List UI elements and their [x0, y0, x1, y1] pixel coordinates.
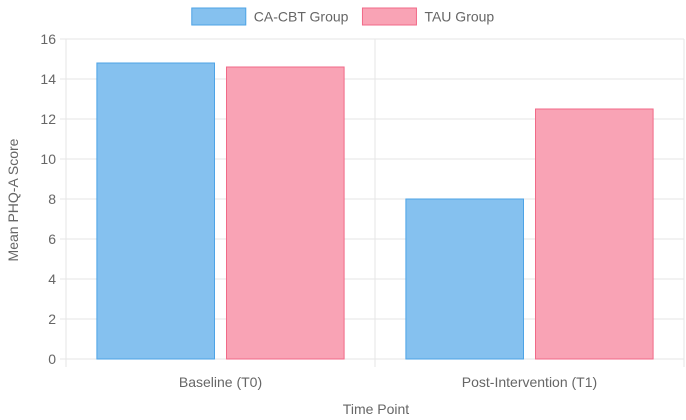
legend-label: CA-CBT Group — [254, 9, 349, 25]
y-tick-label: 8 — [48, 191, 56, 207]
legend-label: TAU Group — [424, 9, 494, 25]
x-axis-title: Time Point — [343, 401, 410, 417]
y-tick-label: 2 — [48, 311, 56, 327]
y-tick-label: 12 — [40, 111, 56, 127]
bar-ca-cbt-group-0[interactable] — [96, 62, 215, 360]
y-tick-label: 10 — [40, 151, 56, 167]
y-axis-title: Mean PHQ-A Score — [5, 138, 21, 261]
bar-tau-group-1[interactable] — [535, 108, 654, 360]
x-tick-label: Baseline (T0) — [179, 374, 262, 390]
bars — [96, 62, 654, 360]
y-tick-label: 0 — [48, 351, 56, 367]
legend-swatch — [361, 7, 417, 26]
legend-swatch — [191, 7, 247, 26]
y-tick-label: 16 — [40, 31, 56, 47]
legend: CA-CBT Group TAU Group — [191, 7, 494, 26]
axes: 0 2 4 6 8 10 12 14 16 Baseline (T0) Post-Intervent… — [40, 31, 597, 390]
legend-item-tau-group[interactable]: TAU Group — [361, 7, 494, 26]
x-tick-label: Post-Intervention (T1) — [462, 374, 597, 390]
bar-tau-group-0[interactable] — [226, 66, 345, 360]
y-tick-label: 14 — [40, 71, 56, 87]
y-tick-label: 4 — [48, 271, 56, 287]
bar-ca-cbt-group-1[interactable] — [405, 198, 524, 360]
legend-item-ca-cbt-group[interactable]: CA-CBT Group — [191, 7, 349, 26]
y-tick-label: 6 — [48, 231, 56, 247]
